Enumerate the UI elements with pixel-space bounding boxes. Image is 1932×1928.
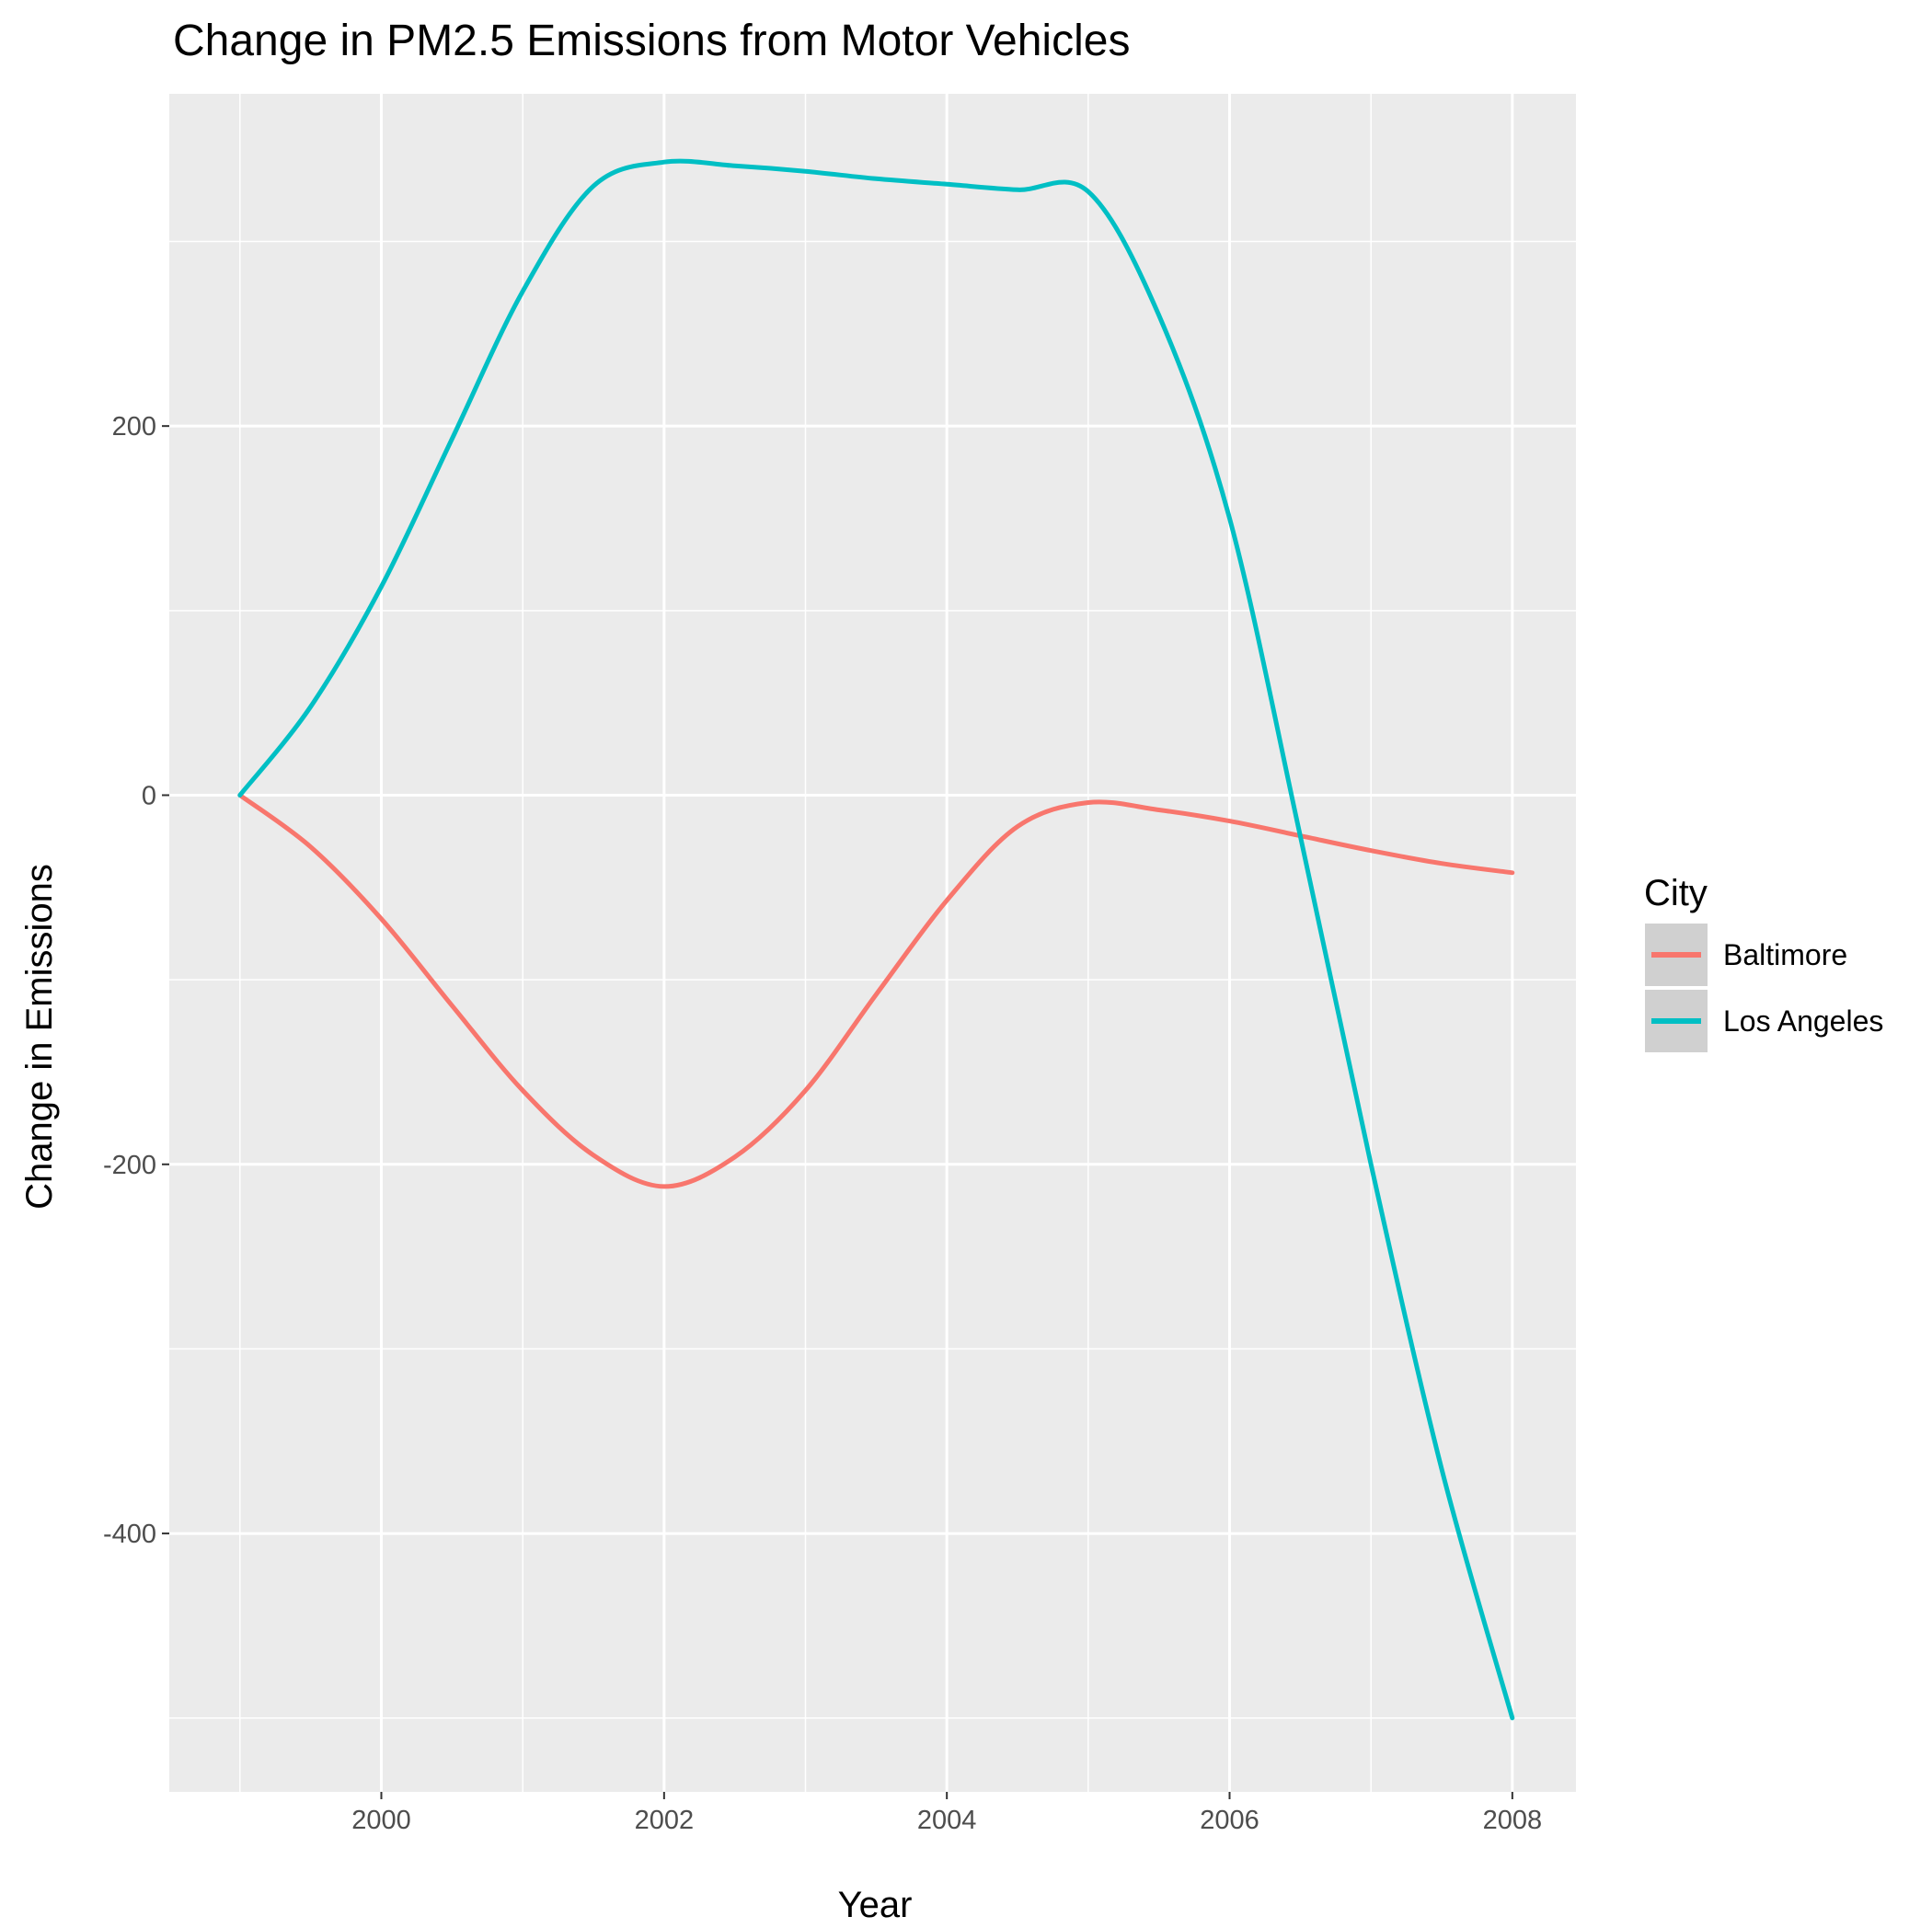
- y-tick-label: 200: [112, 412, 156, 442]
- minor-gridlines: [169, 94, 1576, 1792]
- legend-items: Baltimore Los Angeles: [1643, 922, 1883, 1054]
- x-tick-label: 2006: [1200, 1806, 1259, 1835]
- x-tick-label: 2008: [1483, 1806, 1543, 1835]
- x-tick-label: 2000: [351, 1806, 411, 1835]
- legend-label-baltimore: Baltimore: [1723, 938, 1847, 971]
- x-tick-label: 2004: [917, 1806, 977, 1835]
- legend-title: City: [1644, 873, 1708, 913]
- x-tick-label: 2002: [635, 1806, 695, 1835]
- legend-label-los-angeles: Los Angeles: [1723, 1004, 1883, 1038]
- major-gridlines: [169, 94, 1576, 1792]
- y-tick-label: 0: [142, 781, 156, 810]
- series-lines: [237, 158, 1515, 1721]
- series-line-baltimore: [237, 793, 1515, 1189]
- series-line-los-angeles: [237, 158, 1515, 1721]
- x-axis-title: Year: [838, 1885, 913, 1925]
- y-tick-label: -200: [103, 1151, 156, 1180]
- x-axis: 2000 2002 2004 2006 2008: [351, 1792, 1542, 1835]
- y-axis-title: Change in Emissions: [19, 864, 60, 1210]
- legend: City Baltimore Los Angeles: [1643, 873, 1883, 1054]
- y-axis: -400 -200 0 200: [103, 412, 169, 1549]
- chart-title: Change in PM2.5 Emissions from Motor Veh…: [173, 17, 1130, 65]
- y-tick-label: -400: [103, 1520, 156, 1549]
